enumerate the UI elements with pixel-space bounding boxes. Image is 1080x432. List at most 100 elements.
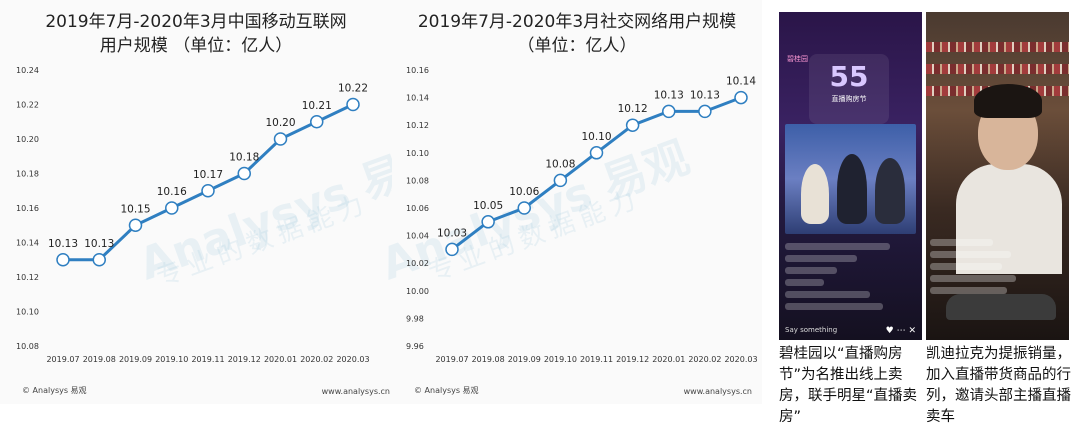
guest-figure xyxy=(875,158,905,224)
chart-title: 2019年7月-2020年3月社交网络用户规模 （单位：亿人） xyxy=(417,12,737,56)
data-point xyxy=(346,97,360,112)
y-tick-label: 10.10 xyxy=(406,149,429,158)
event-name: 直播购房节 xyxy=(831,95,867,103)
comment xyxy=(930,239,993,246)
chart-panel-social-network: Analysys 易观 专业的数据能力 2019年7月-2020年3月社交网络用… xyxy=(375,0,762,404)
data-point xyxy=(92,253,106,267)
data-point xyxy=(165,201,179,215)
comment xyxy=(930,287,1007,294)
y-tick-label: 10.08 xyxy=(406,176,429,185)
x-tick-label: 2020.01 xyxy=(264,355,297,364)
source-label: © Analysys 易观 xyxy=(22,386,87,395)
y-tick-label: 10.06 xyxy=(406,204,429,213)
data-label: 10.20 xyxy=(265,117,295,129)
data-point xyxy=(662,104,676,119)
streamer-hair xyxy=(974,84,1042,118)
data-label: 10.18 xyxy=(229,152,259,164)
y-tick-label: 10.12 xyxy=(406,121,429,130)
comment xyxy=(930,275,1016,282)
x-tick-label: 2019.11 xyxy=(580,355,613,364)
y-tick-label: 10.18 xyxy=(16,170,39,179)
y-tick-label: 10.16 xyxy=(16,204,39,213)
y-tick-label: 10.04 xyxy=(406,232,429,241)
x-tick-label: 2019.09 xyxy=(119,355,152,364)
data-point xyxy=(734,90,748,105)
comment-input[interactable]: Say something xyxy=(785,326,838,334)
car-model xyxy=(946,294,1056,320)
chart-social-network: 10.16 10.14 10.12 10.10 10.08 10.06 10.04 10.02… xyxy=(406,66,758,364)
data-point xyxy=(56,253,70,267)
data-label: 10.14 xyxy=(726,76,756,88)
data-point xyxy=(517,201,531,215)
website-label: www.analysys.cn xyxy=(683,387,752,396)
data-point xyxy=(237,166,251,181)
comment xyxy=(785,243,890,250)
comment xyxy=(785,303,884,310)
website-label: www.analysys.cn xyxy=(321,387,390,396)
livestream-screenshot xyxy=(926,12,1069,340)
comment-feed xyxy=(785,238,916,315)
x-tick-label: 2019.10 xyxy=(155,355,188,364)
photo-caption: 凯迪拉克为提振销量，加入直播带货商品的行列，邀请头部主播直播卖车 xyxy=(926,346,1071,425)
y-tick-label: 10.14 xyxy=(406,94,429,103)
chart-title: 2019年7月-2020年3月中国移动互联网 用户规模 （单位：亿人） xyxy=(45,12,347,56)
photo-caption: 碧桂园以“直播购房节”为名推出线上卖房，联手明星“直播卖房” xyxy=(779,346,918,425)
data-label: 10.22 xyxy=(338,83,368,95)
data-point xyxy=(445,242,459,257)
streamer-body xyxy=(956,164,1062,274)
data-point xyxy=(310,115,324,129)
comment xyxy=(785,279,825,286)
brand-label: 碧桂园 xyxy=(787,55,808,63)
data-label: 10.12 xyxy=(618,103,648,115)
data-label: 10.13 xyxy=(654,89,684,101)
data-label: 10.16 xyxy=(157,186,187,198)
series-line xyxy=(63,103,354,262)
comment xyxy=(785,291,871,298)
shelf xyxy=(926,64,1069,74)
action-icons[interactable]: ♥ ⋯ ✕ xyxy=(885,326,916,336)
event-badge: 55 直播购房节 xyxy=(809,54,889,124)
guest-figure xyxy=(837,154,867,224)
comment xyxy=(785,255,858,262)
data-label: 10.13 xyxy=(48,238,78,250)
y-tick-label: 10.12 xyxy=(16,273,39,282)
data-label: 10.15 xyxy=(120,203,150,215)
x-tick-label: 2019.08 xyxy=(83,355,116,364)
y-tick-label: 10.20 xyxy=(16,135,39,144)
data-label: 10.17 xyxy=(193,169,223,181)
data-point xyxy=(201,184,215,198)
data-point xyxy=(128,218,143,232)
data-label: 10.21 xyxy=(302,100,332,112)
data-label: 10.10 xyxy=(581,131,611,143)
y-tick-label: 10.08 xyxy=(16,342,39,351)
y-tick-label: 10.24 xyxy=(16,66,39,75)
y-tick-label: 10.02 xyxy=(406,259,429,268)
x-tick-label: 2019.09 xyxy=(508,355,541,364)
data-label: 10.03 xyxy=(437,227,467,239)
data-label: 10.08 xyxy=(545,158,575,170)
y-tick-label: 10.10 xyxy=(16,308,39,317)
data-point xyxy=(481,215,495,229)
host-figure xyxy=(801,164,829,224)
x-tick-label: 2019.11 xyxy=(191,355,224,364)
data-label: 10.05 xyxy=(473,200,503,212)
data-point xyxy=(625,118,640,132)
x-tick-label: 2020.01 xyxy=(652,355,685,364)
data-label: 10.13 xyxy=(690,89,720,101)
data-point xyxy=(698,104,712,119)
photo-country-garden: 碧桂园 55 直播购房节 Say something ♥ ⋯ ✕ 碧桂园以“直播… xyxy=(779,12,922,428)
x-tick-label: 2019.10 xyxy=(544,355,577,364)
shelf xyxy=(926,42,1069,52)
comment xyxy=(930,251,1011,258)
y-tick-label: 9.96 xyxy=(406,342,424,351)
y-tick-label: 10.14 xyxy=(16,239,39,248)
x-tick-label: 2019.12 xyxy=(616,355,649,364)
x-tick-label: 2020.03 xyxy=(724,355,757,364)
data-point xyxy=(589,146,604,160)
y-tick-label: 10.22 xyxy=(16,101,39,110)
comment-feed xyxy=(930,234,1020,299)
livestream-screenshot: 碧桂园 55 直播购房节 Say something ♥ ⋯ ✕ xyxy=(779,12,922,340)
photo-cadillac: 凯迪拉克为提振销量，加入直播带货商品的行列，邀请头部主播直播卖车 xyxy=(926,12,1071,428)
data-point xyxy=(273,132,288,146)
x-tick-label: 2020.02 xyxy=(688,355,721,364)
